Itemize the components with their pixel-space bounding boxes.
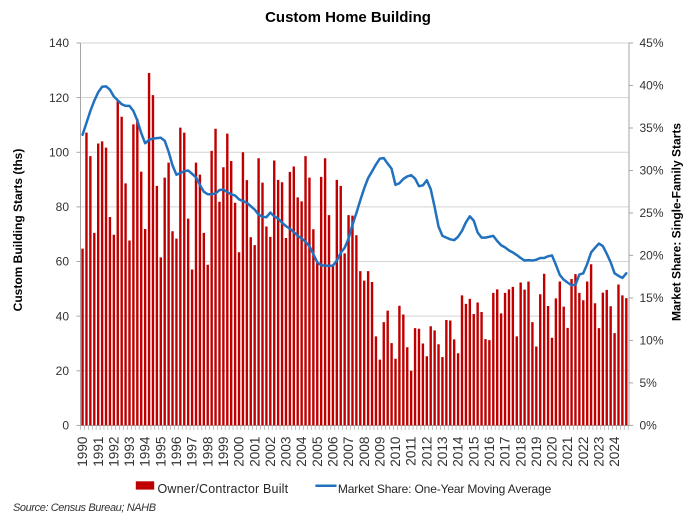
svg-text:120: 120 bbox=[49, 91, 69, 105]
svg-text:5%: 5% bbox=[640, 376, 658, 390]
svg-text:100: 100 bbox=[49, 146, 69, 160]
svg-text:20: 20 bbox=[56, 364, 70, 378]
svg-text:2022: 2022 bbox=[576, 437, 591, 467]
svg-text:2023: 2023 bbox=[592, 437, 607, 467]
svg-text:2000: 2000 bbox=[232, 436, 247, 467]
svg-text:1999: 1999 bbox=[216, 437, 231, 467]
svg-text:1998: 1998 bbox=[200, 437, 215, 467]
svg-text:80: 80 bbox=[56, 200, 70, 214]
svg-text:1991: 1991 bbox=[91, 437, 106, 467]
svg-text:1993: 1993 bbox=[122, 437, 137, 467]
svg-text:Market Share: One-Year Moving: Market Share: One-Year Moving Average bbox=[338, 482, 552, 496]
svg-text:10%: 10% bbox=[640, 334, 664, 348]
svg-text:15%: 15% bbox=[640, 291, 664, 305]
svg-text:2021: 2021 bbox=[560, 437, 575, 467]
svg-text:Custom Building Starts (ths): Custom Building Starts (ths) bbox=[11, 149, 25, 312]
svg-text:45%: 45% bbox=[640, 36, 664, 50]
svg-text:2010: 2010 bbox=[388, 436, 403, 467]
svg-text:140: 140 bbox=[49, 36, 69, 50]
svg-text:2008: 2008 bbox=[357, 437, 372, 467]
svg-text:1996: 1996 bbox=[169, 437, 184, 467]
svg-text:Market Share: Single-Family St: Market Share: Single-Family Starts bbox=[670, 123, 684, 321]
svg-text:0: 0 bbox=[62, 419, 69, 433]
svg-text:2001: 2001 bbox=[247, 437, 262, 467]
svg-text:Custom Home Building: Custom Home Building bbox=[265, 9, 431, 26]
svg-text:Source: Census Bureau; NAHB: Source: Census Bureau; NAHB bbox=[13, 502, 156, 514]
svg-text:1995: 1995 bbox=[153, 437, 168, 467]
svg-text:2002: 2002 bbox=[263, 437, 278, 467]
svg-text:2019: 2019 bbox=[529, 437, 544, 467]
svg-text:1992: 1992 bbox=[106, 437, 121, 467]
svg-text:2009: 2009 bbox=[373, 437, 388, 467]
svg-text:0%: 0% bbox=[640, 419, 658, 433]
svg-text:40%: 40% bbox=[640, 79, 664, 93]
svg-text:2017: 2017 bbox=[498, 437, 513, 467]
svg-text:1994: 1994 bbox=[138, 436, 153, 467]
svg-text:2006: 2006 bbox=[326, 437, 341, 467]
svg-text:1990: 1990 bbox=[75, 436, 90, 467]
svg-text:2003: 2003 bbox=[279, 437, 294, 467]
svg-text:1997: 1997 bbox=[185, 437, 200, 467]
svg-text:2014: 2014 bbox=[451, 436, 466, 467]
svg-text:25%: 25% bbox=[640, 206, 664, 220]
svg-text:30%: 30% bbox=[640, 164, 664, 178]
svg-text:2012: 2012 bbox=[419, 437, 434, 467]
svg-text:2004: 2004 bbox=[294, 436, 309, 467]
svg-text:2024: 2024 bbox=[607, 436, 622, 467]
svg-text:2018: 2018 bbox=[513, 437, 528, 467]
svg-text:2007: 2007 bbox=[341, 437, 356, 467]
svg-text:2013: 2013 bbox=[435, 437, 450, 467]
svg-text:40: 40 bbox=[56, 309, 70, 323]
svg-text:2005: 2005 bbox=[310, 437, 325, 467]
svg-text:2011: 2011 bbox=[404, 437, 419, 466]
svg-text:60: 60 bbox=[56, 255, 70, 269]
svg-text:2015: 2015 bbox=[466, 437, 481, 467]
svg-text:2020: 2020 bbox=[545, 436, 560, 467]
svg-text:20%: 20% bbox=[640, 249, 664, 263]
svg-text:35%: 35% bbox=[640, 121, 664, 135]
svg-text:2016: 2016 bbox=[482, 437, 497, 467]
svg-text:Owner/Contractor Built: Owner/Contractor Built bbox=[158, 482, 289, 496]
